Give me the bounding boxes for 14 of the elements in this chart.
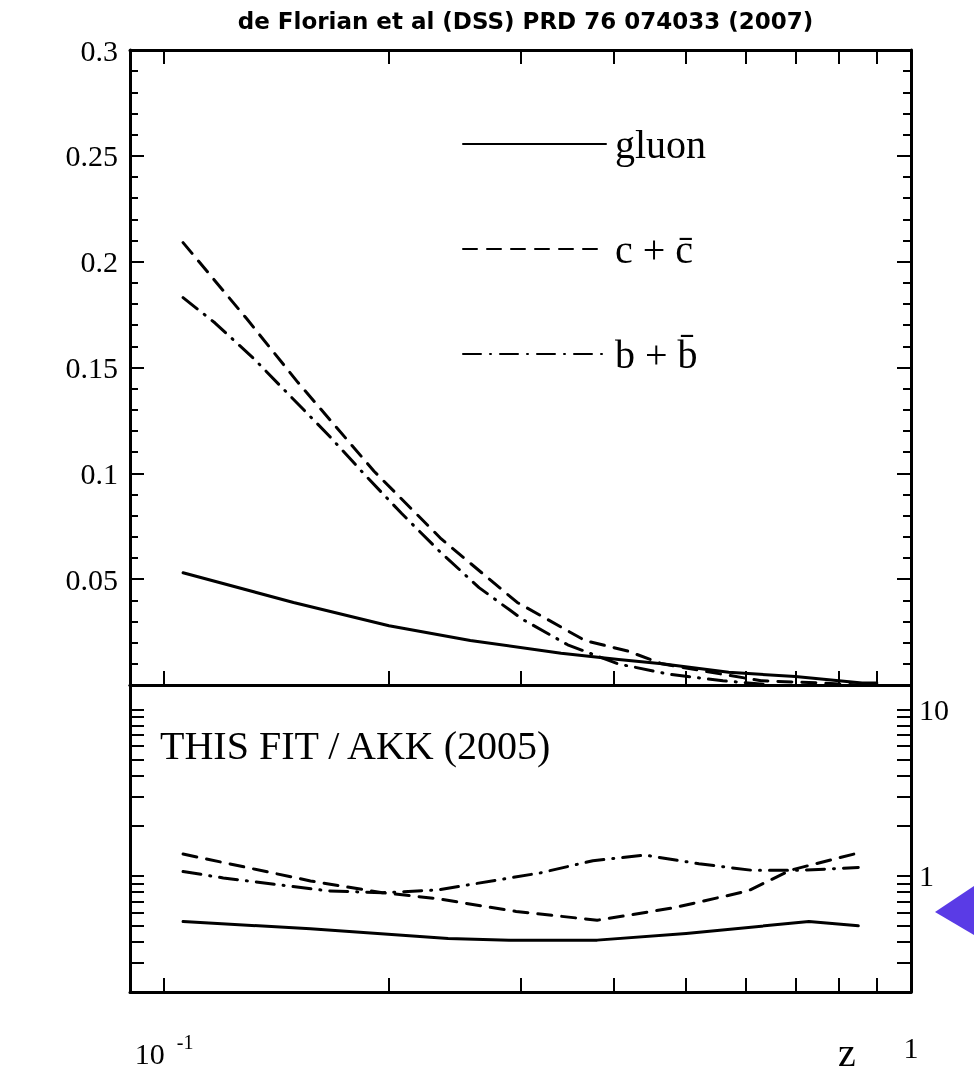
y-tick-label: 0.25 bbox=[65, 139, 118, 173]
y-tick-label: 0.15 bbox=[65, 351, 118, 384]
y-tick-label: 0.3 bbox=[80, 33, 118, 67]
y-tick-label: 0.2 bbox=[80, 245, 118, 279]
y-tick-label: 0.05 bbox=[65, 562, 118, 596]
legend-label: gluon bbox=[615, 121, 707, 167]
legend-label: b + b̄ bbox=[615, 331, 698, 377]
annotation: THIS FIT / AKK (2005) bbox=[160, 722, 551, 768]
y-tick-label: 0.1 bbox=[80, 456, 118, 490]
y-tick-label: 10 bbox=[919, 692, 949, 726]
x-axis-title: z bbox=[838, 1029, 856, 1075]
x-tick-label: 10-1 bbox=[134, 1031, 194, 1070]
legend-label: c + c̄ bbox=[615, 226, 694, 272]
chart-title: de Florian et al (DSS) PRD 76 074033 (2007) bbox=[237, 7, 814, 34]
